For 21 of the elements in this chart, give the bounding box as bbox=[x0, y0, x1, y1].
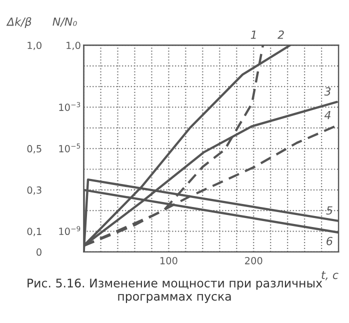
text: Рис. 5.16. Изменение мощности при различных программах пуска bbox=[28, 278, 322, 304]
series-label: 6 bbox=[326, 236, 332, 246]
y-tick-label: 0,1 bbox=[27, 228, 42, 236]
y2-tick-label: 10$^{−5}$ bbox=[59, 144, 80, 152]
y2-axis-title: N/N₀ bbox=[52, 18, 77, 27]
x-tick-label: 100 bbox=[160, 256, 178, 264]
series-label: 1 bbox=[250, 30, 256, 39]
x-axis-title: t, c bbox=[322, 271, 338, 280]
y-tick-label: 0,5 bbox=[27, 145, 42, 154]
y-tick-label: 0,3 bbox=[27, 186, 42, 195]
y-axis-title: Δk/β bbox=[6, 17, 32, 28]
x-tick-label: 200 bbox=[245, 256, 262, 264]
y-tick-label: 1,0 bbox=[28, 42, 42, 50]
y2-tick-label: 10$^{−9}$ bbox=[59, 226, 80, 236]
y-tick-label: 0 bbox=[36, 248, 42, 256]
y2-tick-label: 10$^{−3}$ bbox=[59, 102, 80, 111]
y2-tick-label: 1,0 bbox=[66, 42, 80, 50]
series-label: 3 bbox=[324, 87, 331, 96]
series-label: 2 bbox=[278, 30, 284, 39]
series-label: 5 bbox=[326, 206, 332, 215]
series-label: 4 bbox=[324, 110, 330, 120]
